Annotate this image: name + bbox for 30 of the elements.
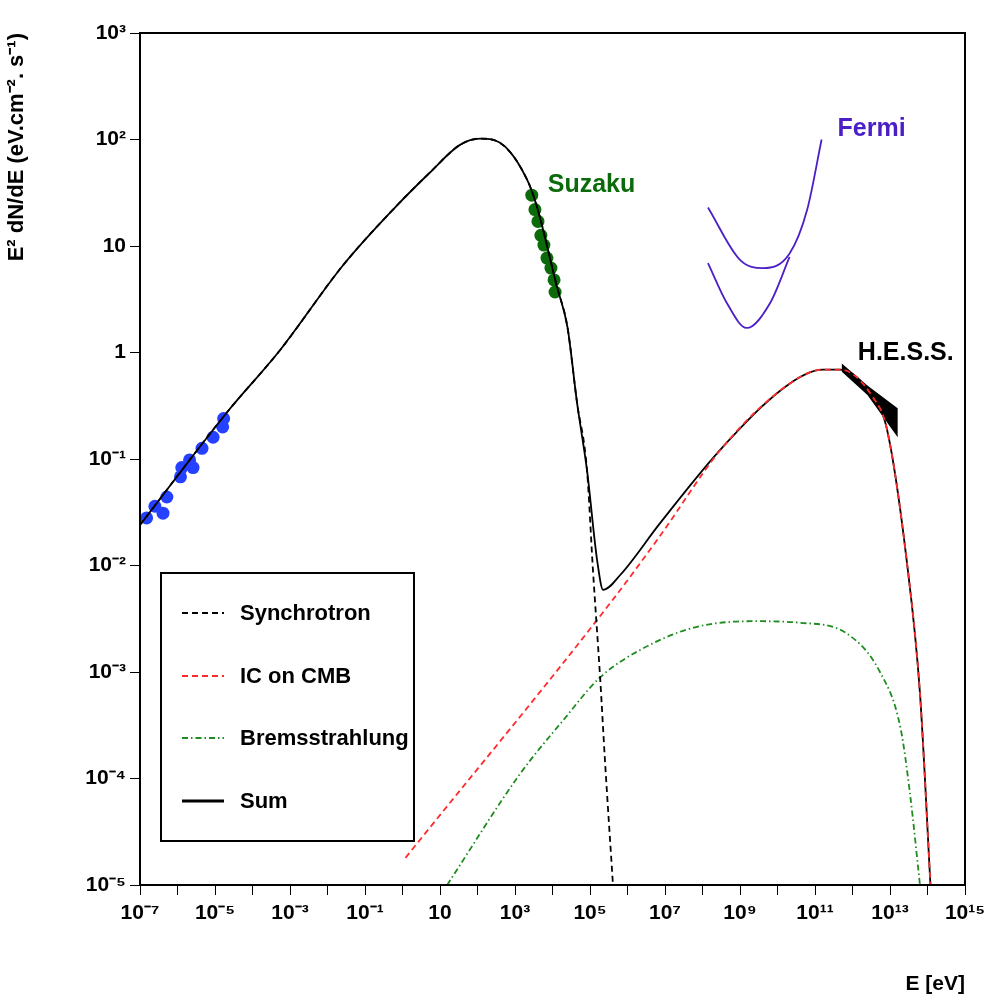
series-label: Fermi — [837, 113, 906, 142]
y-tick-label: 10 — [102, 232, 126, 256]
x-tick-label: 10¹³ — [871, 900, 909, 924]
x-tick-label: 10⁻¹ — [346, 900, 384, 924]
x-tick-label: 10 — [428, 900, 452, 924]
legend-label: Synchrotron — [240, 600, 371, 627]
x-tick-label: 10⁻⁷ — [120, 900, 160, 924]
legend-label: IC on CMB — [240, 662, 352, 689]
x-tick-label: 10⁵ — [573, 900, 607, 924]
y-tick-label: 10² — [95, 126, 126, 150]
legend-label: H.E.S.S. — [857, 337, 954, 366]
y-tick-label: 10⁻¹ — [88, 445, 126, 469]
x-tick-label: 10¹¹ — [796, 900, 834, 924]
legend-label: Sum — [240, 787, 288, 814]
y-tick-label: 1 — [114, 339, 127, 363]
x-tick-label: 10⁻³ — [271, 900, 309, 924]
series-label: Suzaku — [547, 169, 636, 198]
y-tick-label: 10⁻⁵ — [85, 871, 126, 895]
y-tick-label: 10⁻³ — [88, 658, 126, 682]
x-tick-label: 10¹⁵ — [944, 900, 986, 924]
x-tick-label: 10⁹ — [723, 900, 757, 924]
x-tick-label: 10⁷ — [648, 900, 682, 924]
legend-label: Bremsstrahlung — [240, 725, 409, 752]
y-tick-label: 10³ — [95, 19, 126, 43]
y-tick-label: 10⁻² — [88, 552, 126, 576]
x-tick-label: 10⁻⁵ — [194, 900, 236, 924]
y-axis-title: E² dN/dE (eV.cm⁻². s⁻¹) — [3, 33, 29, 262]
x-axis-title: E [eV] — [905, 971, 965, 995]
x-tick-label: 10³ — [499, 900, 531, 924]
y-tick-label: 10⁻⁴ — [85, 765, 126, 789]
